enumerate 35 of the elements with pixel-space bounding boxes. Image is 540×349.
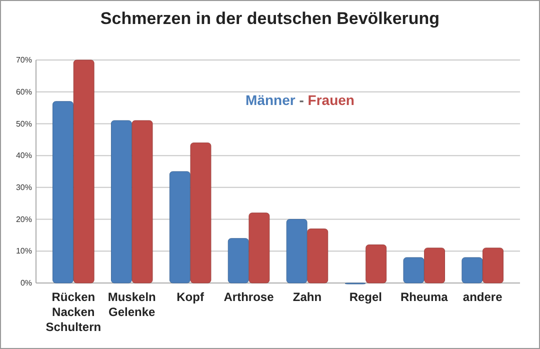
y-tick-label: 10% [16, 246, 32, 256]
x-tick-label: Zahn [292, 290, 322, 304]
bar [307, 228, 328, 284]
x-tick-label: Arthrose [224, 290, 274, 304]
x-tick-label: Kopf [176, 290, 205, 304]
y-tick-label: 30% [16, 182, 32, 192]
y-tick-label: 20% [16, 214, 32, 224]
bar [132, 120, 153, 284]
x-tick-label: Regel [349, 290, 382, 304]
bar [462, 257, 483, 284]
x-tick-label: Rücken Nacken Schultern [46, 290, 102, 334]
bar [169, 171, 190, 284]
bar [73, 60, 94, 284]
text: Frauen [308, 92, 354, 108]
bar [403, 257, 424, 284]
annotation: - [295, 92, 308, 108]
bar [286, 219, 308, 284]
bar [110, 120, 132, 284]
y-tick-label: 50% [16, 119, 32, 128]
x-tick-label: Rheuma [400, 290, 448, 304]
bar [248, 212, 270, 284]
chart-title: Schmerzen in der deutschen Bevölkerung [100, 9, 440, 28]
y-tick-label: 60% [16, 87, 32, 96]
y-tick-label: 40% [16, 151, 32, 160]
x-tick-label: andere [462, 290, 503, 304]
bar [190, 142, 212, 284]
bar [52, 101, 74, 284]
y-tick-label: 0% [20, 278, 32, 288]
bar [366, 244, 387, 284]
bar [228, 238, 249, 284]
bar [482, 248, 504, 284]
text: Männer [246, 92, 296, 108]
y-tick-label: 70% [16, 56, 32, 65]
x-tick-label: Muskeln Gelenke [108, 290, 156, 319]
bar [424, 248, 446, 284]
